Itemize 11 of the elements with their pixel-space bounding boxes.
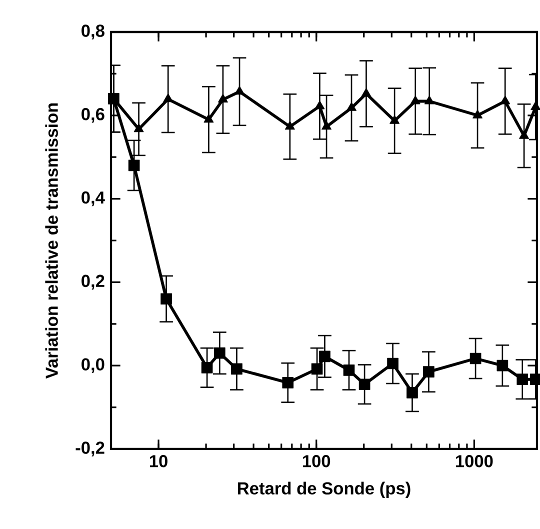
y-tick-label: 0,0 (82, 358, 104, 373)
x-tick-label: 1000 (456, 455, 493, 468)
x-axis-title: Retard de Sonde (ps) (238, 482, 410, 498)
x-tick-label: 10 (150, 455, 168, 468)
y-tick-label: -0,2 (76, 442, 104, 456)
y-tick-label: 0,4 (82, 191, 105, 206)
y-axis-title: Variation relative de transmission (45, 103, 58, 379)
y-tick-label: 0,2 (82, 274, 104, 290)
x-tick-label: 100 (302, 455, 330, 468)
y-tick-label: 0,6 (82, 108, 104, 123)
y-tick-label: 0,8 (82, 24, 104, 40)
